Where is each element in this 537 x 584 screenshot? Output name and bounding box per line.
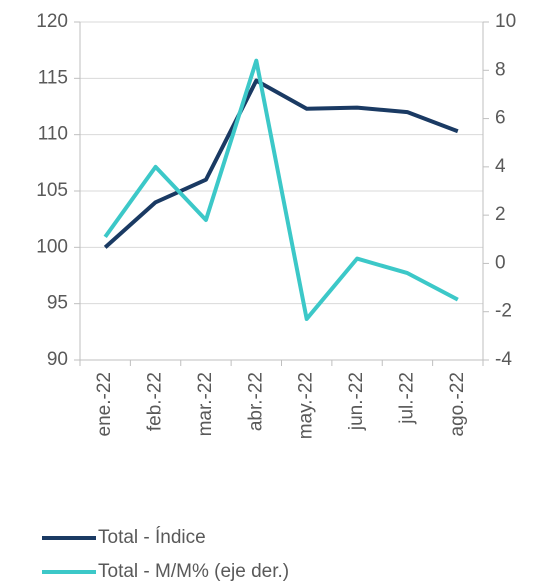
y2-tick-label: 4 [495, 156, 506, 177]
y-tick-label: 90 [47, 349, 68, 370]
x-tick-label: jun.-22 [346, 372, 367, 431]
y-tick-label: 120 [36, 11, 68, 32]
x-tick-label: feb.-22 [145, 372, 166, 431]
y2-tick-label: 6 [495, 108, 506, 129]
y2-tick-label: -2 [495, 301, 512, 322]
x-tick-label: jul.-22 [396, 372, 417, 425]
x-tick-label: may.-22 [296, 372, 317, 439]
y-tick-label: 115 [38, 67, 68, 88]
y-tick-label: 100 [36, 236, 68, 257]
legend-label: Total - Índice [98, 527, 206, 548]
y-tick-label: 105 [36, 180, 68, 201]
y2-tick-label: 10 [495, 11, 516, 32]
y2-tick-label: -4 [495, 349, 512, 370]
y2-tick-label: 2 [495, 204, 506, 225]
y2-tick-label: 8 [495, 59, 506, 80]
series-line [103, 58, 459, 321]
y-tick-label: 110 [38, 124, 68, 145]
x-tick-label: ene.-22 [94, 372, 115, 436]
x-tick-label: abr.-22 [245, 372, 266, 431]
y-tick-label: 95 [47, 293, 68, 314]
x-tick-label: mar.-22 [195, 372, 216, 436]
x-tick-label: ago.-22 [447, 372, 468, 436]
series-line [103, 78, 459, 249]
y2-tick-label: 0 [495, 252, 506, 273]
legend-label: Total - M/M% (eje der.) [98, 561, 289, 582]
